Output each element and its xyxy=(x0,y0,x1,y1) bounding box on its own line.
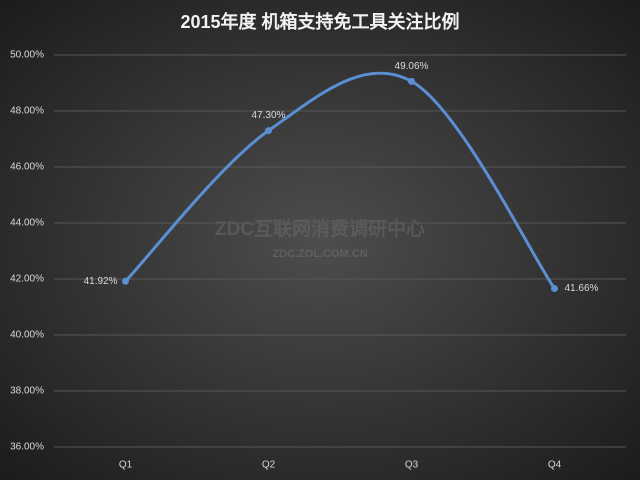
marker xyxy=(551,285,558,293)
y-tick-label: 36.00% xyxy=(10,442,44,453)
marker xyxy=(265,127,272,135)
x-tick-label: Q1 xyxy=(119,460,133,471)
watermark-url: ZDC.ZOL.COM.CN xyxy=(272,248,367,260)
watermark: ZDC互联网消费调研中心 xyxy=(215,217,425,240)
marker xyxy=(122,277,129,285)
y-tick-label: 50.00% xyxy=(10,50,44,61)
x-tick-label: Q2 xyxy=(262,460,276,471)
y-tick-label: 42.00% xyxy=(10,274,44,285)
data-label: 41.92% xyxy=(84,276,118,287)
y-tick-label: 38.00% xyxy=(10,386,44,397)
y-tick-label: 44.00% xyxy=(10,218,44,229)
data-label: 49.06% xyxy=(395,61,429,72)
y-tick-label: 40.00% xyxy=(10,330,44,341)
data-label: 47.30% xyxy=(252,110,286,121)
x-tick-label: Q4 xyxy=(548,460,562,471)
x-tick-label: Q3 xyxy=(405,460,419,471)
y-tick-label: 48.00% xyxy=(10,106,44,117)
data-label: 41.66% xyxy=(565,283,599,294)
marker xyxy=(408,77,415,85)
chart-title: 2015年度 机箱支持免工具关注比例 xyxy=(180,11,459,32)
y-tick-label: 46.00% xyxy=(10,162,44,173)
line xyxy=(124,71,556,291)
